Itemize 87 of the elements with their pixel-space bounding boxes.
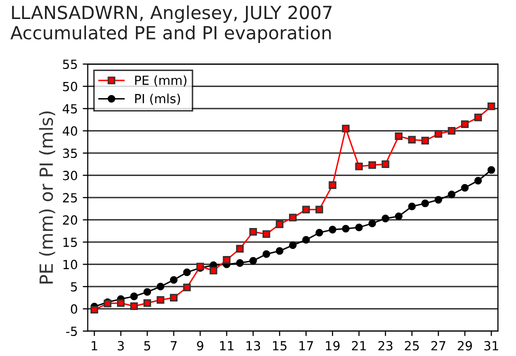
point <box>156 282 164 290</box>
point <box>130 292 138 300</box>
x-tick-label: 19 <box>326 341 340 350</box>
x-tick-label: 29 <box>458 341 472 350</box>
point <box>236 244 244 253</box>
point <box>355 224 363 232</box>
x-tick-label: 1 <box>92 341 98 350</box>
y-tick-label: 50 <box>63 82 78 92</box>
point <box>130 302 138 310</box>
point <box>116 299 125 307</box>
point <box>249 256 257 265</box>
point <box>315 228 324 237</box>
y-tick-label: 0 <box>70 304 78 314</box>
y-tick-label: 5 <box>71 282 77 292</box>
point <box>368 161 376 169</box>
point <box>434 196 442 204</box>
x-tick-label: 9 <box>197 341 204 350</box>
y-tick-label: 55 <box>63 60 77 70</box>
point <box>421 136 429 144</box>
point <box>156 296 164 304</box>
y-tick-label: 35 <box>63 148 77 158</box>
x-tick-label: 11 <box>220 341 234 350</box>
x-tick-label: 7 <box>170 341 177 350</box>
point <box>289 241 297 250</box>
point <box>448 190 456 198</box>
x-tick-label: 15 <box>273 341 286 350</box>
x-tick-label: 25 <box>404 341 419 350</box>
point <box>315 206 324 214</box>
point <box>434 130 442 138</box>
point <box>355 162 363 170</box>
y-tick-label: 15 <box>63 238 77 248</box>
point <box>408 202 416 210</box>
y-tick-label: 30 <box>63 170 78 180</box>
point <box>183 268 191 276</box>
point <box>276 220 284 228</box>
chart-title: LLANSADWRN, Anglesey, JULY 2007 Accumulated PE and PI evaporation <box>10 5 332 44</box>
point <box>302 236 310 244</box>
point <box>421 200 429 208</box>
point <box>382 160 390 168</box>
x-tick-label: 21 <box>352 341 366 350</box>
point <box>143 288 152 296</box>
x-tick-label: 17 <box>299 341 313 350</box>
point <box>474 114 482 122</box>
y-tick-label: 40 <box>62 126 78 136</box>
x-tick-label: 5 <box>144 341 150 350</box>
point <box>448 127 456 135</box>
point <box>408 136 416 144</box>
point <box>394 212 403 220</box>
point <box>488 102 496 110</box>
y-tick-label: 45 <box>62 104 77 114</box>
x-tick-label: 3 <box>118 341 124 350</box>
point <box>461 120 469 128</box>
point <box>302 206 310 214</box>
point <box>474 176 482 184</box>
point <box>90 306 98 314</box>
x-tick-label: 31 <box>484 341 498 350</box>
point <box>276 247 284 255</box>
point <box>222 256 230 264</box>
legend-label: PE (mm) <box>135 75 186 86</box>
y-tick-label: 20 <box>63 215 78 225</box>
point <box>236 259 244 267</box>
y-tick-label: 25 <box>63 193 77 203</box>
x-tick-label: 27 <box>431 341 446 350</box>
y-tick-label: 10 <box>63 260 78 270</box>
point <box>368 220 376 228</box>
point <box>170 276 178 284</box>
point <box>394 132 403 140</box>
point <box>461 184 469 192</box>
point <box>382 214 390 222</box>
point <box>249 228 257 236</box>
legend-label: PI (mls) <box>135 94 180 105</box>
point <box>342 124 350 132</box>
point <box>143 299 152 307</box>
point <box>170 294 178 302</box>
point <box>262 250 270 258</box>
point <box>488 166 496 174</box>
point <box>289 214 297 222</box>
y-tick-label: -5 <box>66 326 77 336</box>
point <box>328 226 336 234</box>
point <box>210 266 218 274</box>
x-tick-label: 13 <box>246 341 260 350</box>
x-tick-label: 23 <box>378 341 392 350</box>
point <box>328 181 336 189</box>
point <box>183 284 191 292</box>
point <box>262 230 270 238</box>
point <box>342 224 350 233</box>
y-axis-title: PE (mm) or PI (mls) <box>39 111 56 284</box>
